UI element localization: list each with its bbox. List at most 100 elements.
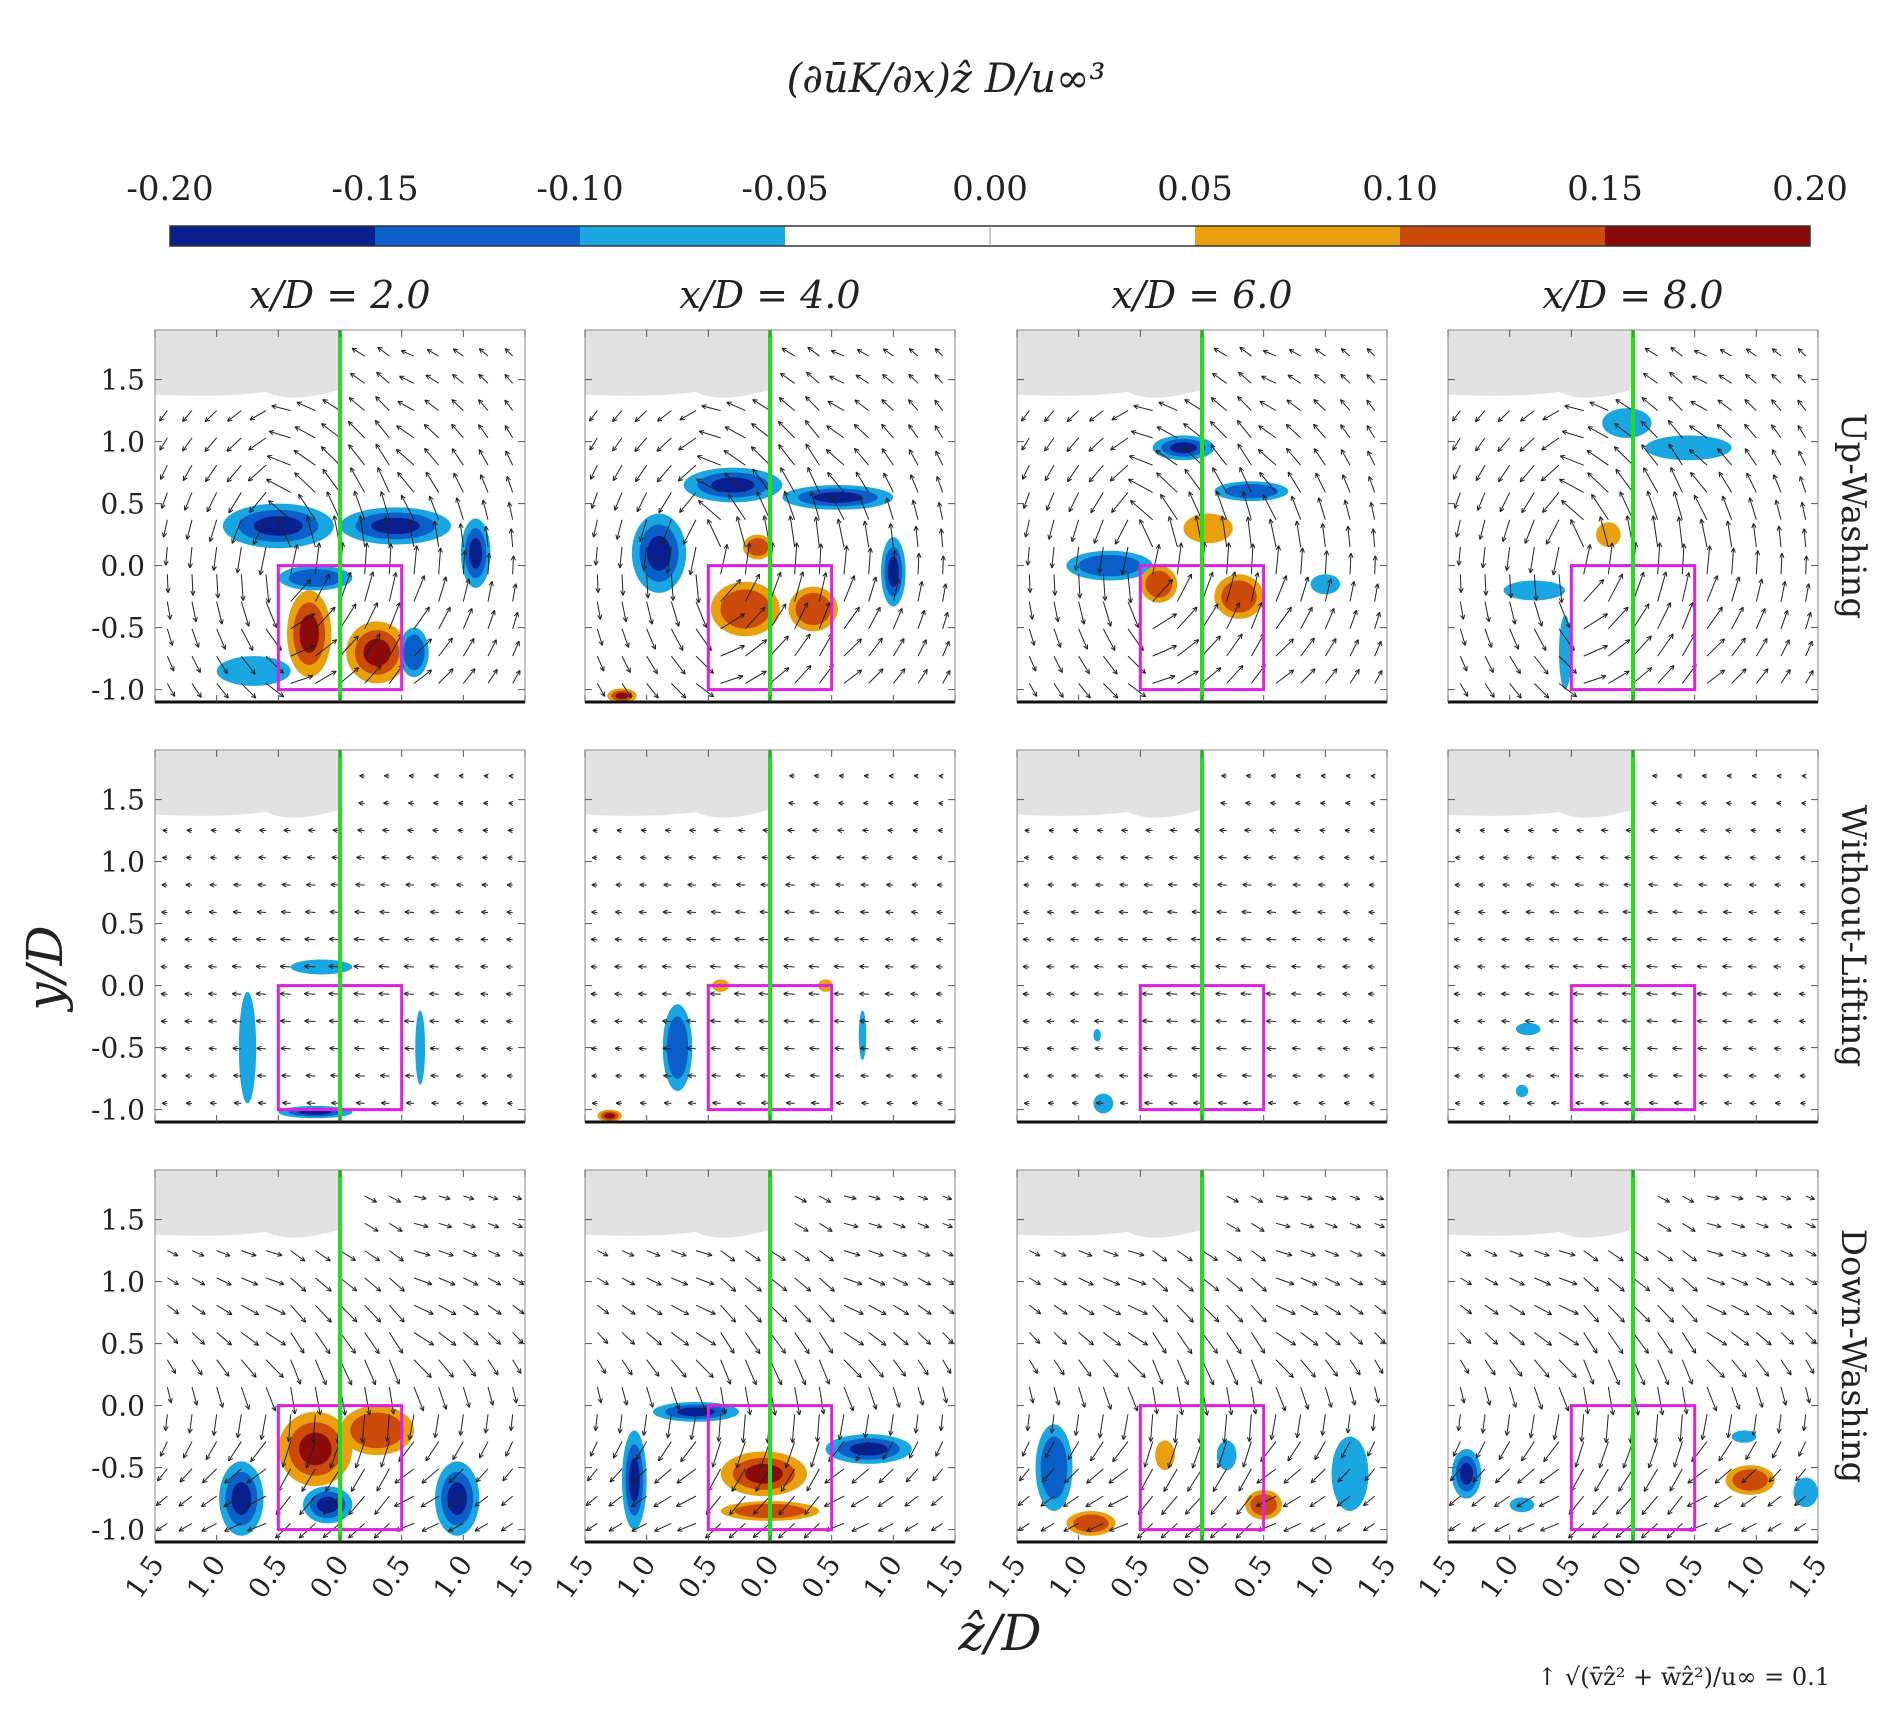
vector-arrow [510, 528, 514, 548]
vector-arrowhead [1369, 501, 1375, 508]
vector-arrowhead [710, 1340, 717, 1346]
vector-arrowhead [1740, 637, 1746, 644]
vector-arrow [166, 1386, 172, 1404]
vector-arrow [1533, 601, 1543, 627]
vector-arrowhead [277, 519, 282, 525]
vector-arrow [1259, 400, 1277, 412]
vector-arrowhead [508, 800, 514, 806]
vector-arrow [910, 474, 919, 493]
vector-arrowhead [614, 1046, 620, 1052]
vector-arrowhead [1613, 446, 1620, 452]
vector-arrowhead [1501, 536, 1507, 543]
vector-arrowhead [654, 1478, 660, 1484]
vector-arrow [434, 520, 440, 548]
vector-arrowhead [708, 1280, 715, 1286]
vector-arrowhead [1499, 506, 1505, 513]
vector-arrow [711, 884, 721, 886]
vector-arrowhead [279, 1018, 286, 1024]
vector-arrowhead [1213, 1286, 1220, 1292]
vector-arrowhead [1158, 401, 1164, 407]
vector-arrowhead [777, 1379, 783, 1386]
vector-arrow [1678, 516, 1683, 548]
vector-arrowhead [756, 491, 762, 497]
vector-arrow [1608, 1250, 1624, 1262]
vector-arrowhead [406, 855, 412, 861]
vector-arrowhead [935, 964, 942, 970]
vector-arrowhead [755, 1348, 761, 1355]
vector-arrowhead [253, 1310, 260, 1316]
vector-arrowhead [877, 1502, 884, 1508]
vector-arrow [1078, 1250, 1093, 1257]
vector-arrow [1706, 545, 1711, 575]
vector-arrow [843, 1304, 864, 1315]
vector-arrowhead [325, 1256, 331, 1262]
vector-arrow [608, 1522, 623, 1532]
vector-arrowhead [1751, 773, 1757, 779]
vector-arrow [676, 1468, 697, 1484]
vector-arrowhead [397, 400, 403, 406]
vector-arrow [596, 1359, 607, 1374]
vector-arrow [1795, 1468, 1807, 1482]
vector-arrowhead [1269, 827, 1275, 834]
vector-arrowhead [1061, 1280, 1068, 1286]
vector-arrowhead [851, 1478, 857, 1484]
vector-arrow [1176, 1304, 1194, 1323]
vector-arrow [915, 1414, 919, 1434]
vector-arrow [826, 425, 845, 439]
vector-arrowhead [752, 1532, 759, 1539]
vector-arrow [1167, 911, 1178, 913]
vector-arrowhead [1799, 1046, 1805, 1052]
vector-arrow [1583, 645, 1608, 657]
vector-arrowhead [810, 882, 816, 888]
vector-arrow [1090, 1441, 1104, 1462]
vector-arrowhead [709, 1018, 716, 1024]
vector-arrow [1349, 1250, 1363, 1257]
vector-arrowhead [1060, 1251, 1067, 1257]
x-tick-label: 1.5 [548, 1549, 601, 1604]
vector-arrowhead [347, 1533, 354, 1539]
vector-arrowhead [1240, 991, 1246, 997]
vector-arrowhead [1041, 1477, 1047, 1483]
vector-arrow [1212, 372, 1227, 384]
vector-arrowhead [735, 516, 741, 522]
vector-arrow [908, 348, 919, 357]
vector-arrowhead [806, 665, 812, 671]
vector-arrowhead [614, 991, 620, 997]
vector-arrowhead [1472, 1477, 1478, 1483]
vector-arrowhead [429, 1045, 435, 1052]
panel: 1.51.00.50.0-0.5-1.0 [91, 329, 526, 707]
vector-arrowhead [739, 613, 746, 619]
vector-arrowhead [179, 1477, 185, 1483]
vector-arrowhead [629, 1339, 636, 1345]
vector-arrow [1649, 856, 1658, 859]
vector-arrowhead [627, 1370, 633, 1376]
vector-arrowhead [730, 1317, 737, 1323]
vector-arrowhead [1345, 800, 1351, 806]
vector-arrow [1706, 1195, 1720, 1200]
vector-arrow [658, 492, 672, 514]
vector-arrow [1607, 1386, 1614, 1416]
vector-arrowhead [1700, 1434, 1706, 1441]
vector-arrowhead [1799, 909, 1805, 915]
vector-arrowhead [1293, 1100, 1299, 1106]
vector-arrow [1731, 1250, 1747, 1257]
vector-arrow [936, 476, 944, 493]
contour-region [615, 692, 629, 700]
vector-arrow [1152, 1304, 1169, 1323]
vector-arrowhead [1310, 1251, 1316, 1257]
vector-arrowhead [300, 1317, 307, 1323]
vector-arrow [1187, 1468, 1203, 1492]
vector-arrow [1597, 993, 1609, 995]
vector-arrow [720, 675, 744, 684]
vector-arrowhead [829, 1286, 835, 1292]
vector-arrowhead [595, 587, 601, 593]
x-tick-label: 0.0 [1596, 1549, 1649, 1604]
vector-arrow [744, 1332, 761, 1354]
vector-arrowhead [1086, 1478, 1092, 1484]
contour-region [1155, 1440, 1175, 1471]
vector-arrowhead [373, 1226, 379, 1232]
vector-arrowhead [801, 1197, 808, 1203]
vector-arrow [1102, 628, 1116, 651]
vector-arrow [178, 1522, 193, 1532]
vector-arrowhead [228, 507, 234, 514]
